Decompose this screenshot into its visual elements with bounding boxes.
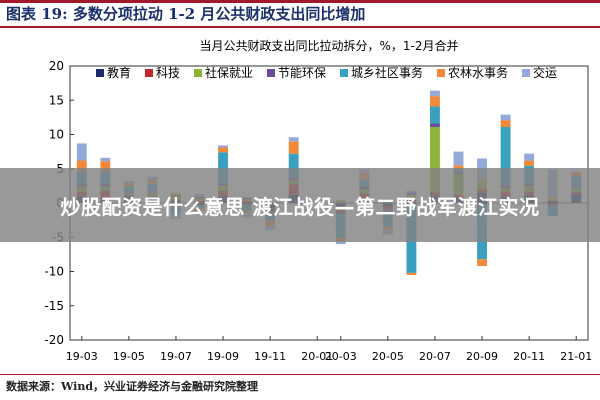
x-tick-label: 19-09 [207, 350, 239, 363]
bar-segment [500, 114, 511, 121]
watermark-text: 炒股配资是什么意思 渡江战役—第二野战军渡江实况 [60, 194, 540, 219]
legend-label: 教育 [107, 65, 131, 80]
y-tick-label: 10 [49, 128, 64, 142]
x-tick-label: 21-01 [560, 350, 592, 363]
bar-segment [430, 123, 440, 127]
y-tick-label: -20 [44, 333, 64, 347]
figure-title: 图表 19: 多数分项拉动 1-2 月公共财政支出同比增加 [6, 5, 366, 23]
y-tick-label: 15 [49, 93, 64, 107]
bar-segment [430, 90, 440, 97]
bar-segment [524, 153, 535, 161]
x-tick-label: 19-11 [254, 350, 286, 363]
bar-segment [524, 160, 535, 167]
y-tick-label: 20 [49, 59, 64, 73]
title-rule [0, 26, 600, 28]
legend-swatch [267, 69, 275, 77]
bar-segment [430, 106, 440, 124]
y-tick-label: -10 [44, 265, 64, 279]
watermark-overlay: 炒股配资是什么意思 渡江战役—第二野战军渡江实况 [0, 168, 600, 242]
bar-segment [453, 151, 464, 166]
x-tick-label: 19-03 [66, 350, 98, 363]
x-tick-label: 20-09 [466, 350, 498, 363]
x-tick-label: 20-01 [301, 350, 333, 363]
source-rule [0, 374, 600, 375]
legend-label: 节能环保 [278, 66, 326, 80]
x-tick-label: 19-05 [113, 350, 145, 363]
bar-segment [218, 145, 228, 148]
x-tick-label: 20-07 [419, 350, 451, 363]
legend-label: 城乡社区事务 [351, 65, 423, 80]
legend-label: 社保就业 [205, 65, 253, 80]
legend-swatch [145, 69, 153, 77]
chart-title: 当月公共财政支出同比拉动拆分，%，1-2月合并 [199, 38, 458, 53]
bar-segment [76, 160, 87, 171]
legend-swatch [194, 69, 202, 77]
bar-segment [477, 259, 487, 267]
legend-label: 交运 [533, 65, 557, 80]
legend-swatch [340, 69, 348, 77]
bar-segment [500, 126, 511, 186]
y-tick-label: -15 [44, 299, 64, 313]
bar-segment [218, 147, 228, 153]
bar-segment [453, 165, 464, 169]
bar-segment [335, 241, 346, 245]
data-source: 数据来源：Wind，兴业证券经济与金融研究院整理 [6, 380, 259, 393]
legend-swatch [96, 69, 104, 77]
bar-segment [430, 96, 440, 107]
bar-segment [500, 120, 511, 127]
legend-label: 科技 [156, 66, 180, 80]
bar-segment [218, 152, 228, 184]
bar-segment [100, 157, 111, 162]
bar-segment [406, 272, 417, 275]
top-rule [0, 0, 600, 3]
bar-segment [430, 126, 440, 193]
legend-label: 农林水事务 [448, 65, 508, 80]
bar-segment [288, 153, 299, 178]
legend-swatch [437, 69, 445, 77]
x-tick-label: 20-11 [513, 350, 545, 363]
bar-segment [288, 137, 299, 142]
x-tick-label: 19-07 [160, 350, 192, 363]
x-tick-label: 20-05 [372, 350, 404, 363]
bar-segment [76, 143, 87, 161]
legend-swatch [522, 69, 530, 77]
bar-segment [288, 141, 299, 154]
bar-segment [100, 161, 111, 172]
x-tick-label: 20-03 [325, 350, 357, 363]
